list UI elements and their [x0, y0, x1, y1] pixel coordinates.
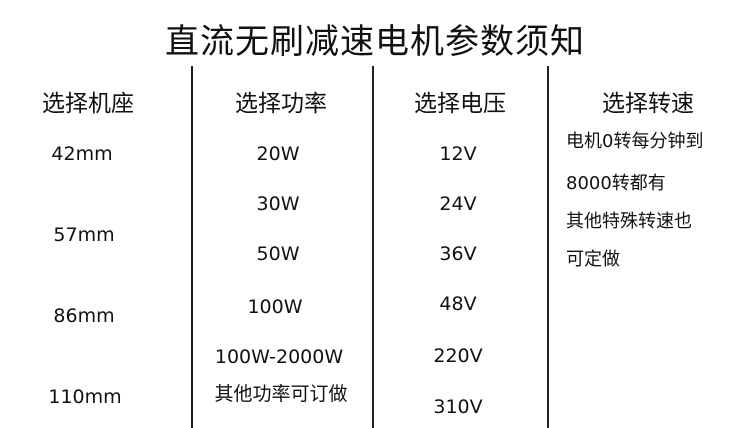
header-frame-size: 选择机座 — [42, 91, 134, 117]
speed-note-line: 可定做 — [566, 249, 620, 270]
speed-note-line: 电机0转每分钟到 — [566, 131, 704, 152]
header-power: 选择功率 — [235, 91, 327, 117]
power-item: 20W — [256, 143, 300, 165]
speed-note-line: 8000转都有 — [566, 173, 666, 194]
column-divider — [191, 66, 193, 428]
voltage-item: 48V — [439, 293, 477, 315]
power-item: 其他功率可订做 — [214, 383, 348, 405]
voltage-item: 310V — [433, 396, 483, 418]
frame-size-item: 57mm — [53, 224, 115, 246]
column-divider — [372, 66, 374, 428]
header-speed: 选择转速 — [602, 91, 694, 117]
voltage-item: 12V — [439, 143, 477, 165]
power-item: 100W-2000W — [214, 346, 344, 368]
speed-note-line: 其他特殊转速也 — [566, 211, 692, 232]
power-item: 50W — [256, 243, 300, 265]
frame-size-item: 110mm — [48, 386, 122, 408]
power-item: 30W — [256, 193, 300, 215]
voltage-item: 24V — [439, 193, 477, 215]
voltage-item: 36V — [439, 243, 477, 265]
header-voltage: 选择电压 — [414, 91, 506, 117]
column-divider — [547, 66, 549, 428]
power-item: 100W — [247, 296, 303, 318]
voltage-item: 220V — [433, 345, 483, 367]
frame-size-item: 86mm — [53, 305, 115, 327]
page-title: 直流无刷减速电机参数须知 — [165, 22, 585, 62]
frame-size-item: 42mm — [51, 143, 113, 165]
